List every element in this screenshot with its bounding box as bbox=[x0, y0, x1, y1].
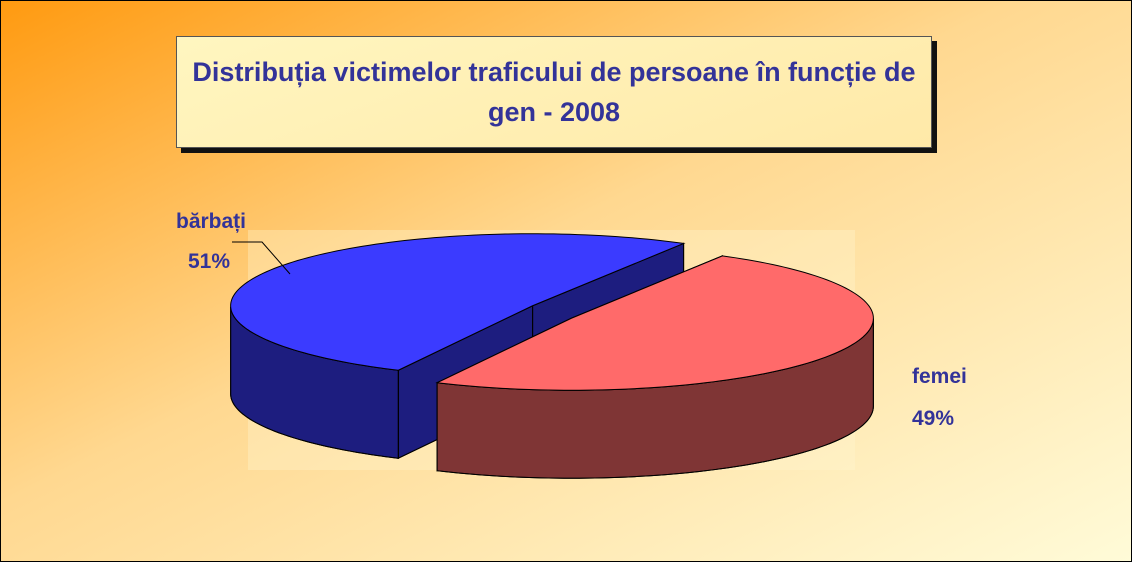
slice bbox=[230, 233, 686, 371]
chart-title: Distribuția victimelor traficului de per… bbox=[176, 36, 932, 148]
pie bbox=[230, 233, 874, 479]
slice-label: femei bbox=[912, 365, 967, 388]
slice-label: bărbați bbox=[176, 210, 246, 233]
slice-value: 51% bbox=[188, 250, 230, 273]
slice-value: 49% bbox=[912, 407, 954, 430]
slice bbox=[435, 255, 874, 391]
leader-line bbox=[232, 241, 291, 275]
